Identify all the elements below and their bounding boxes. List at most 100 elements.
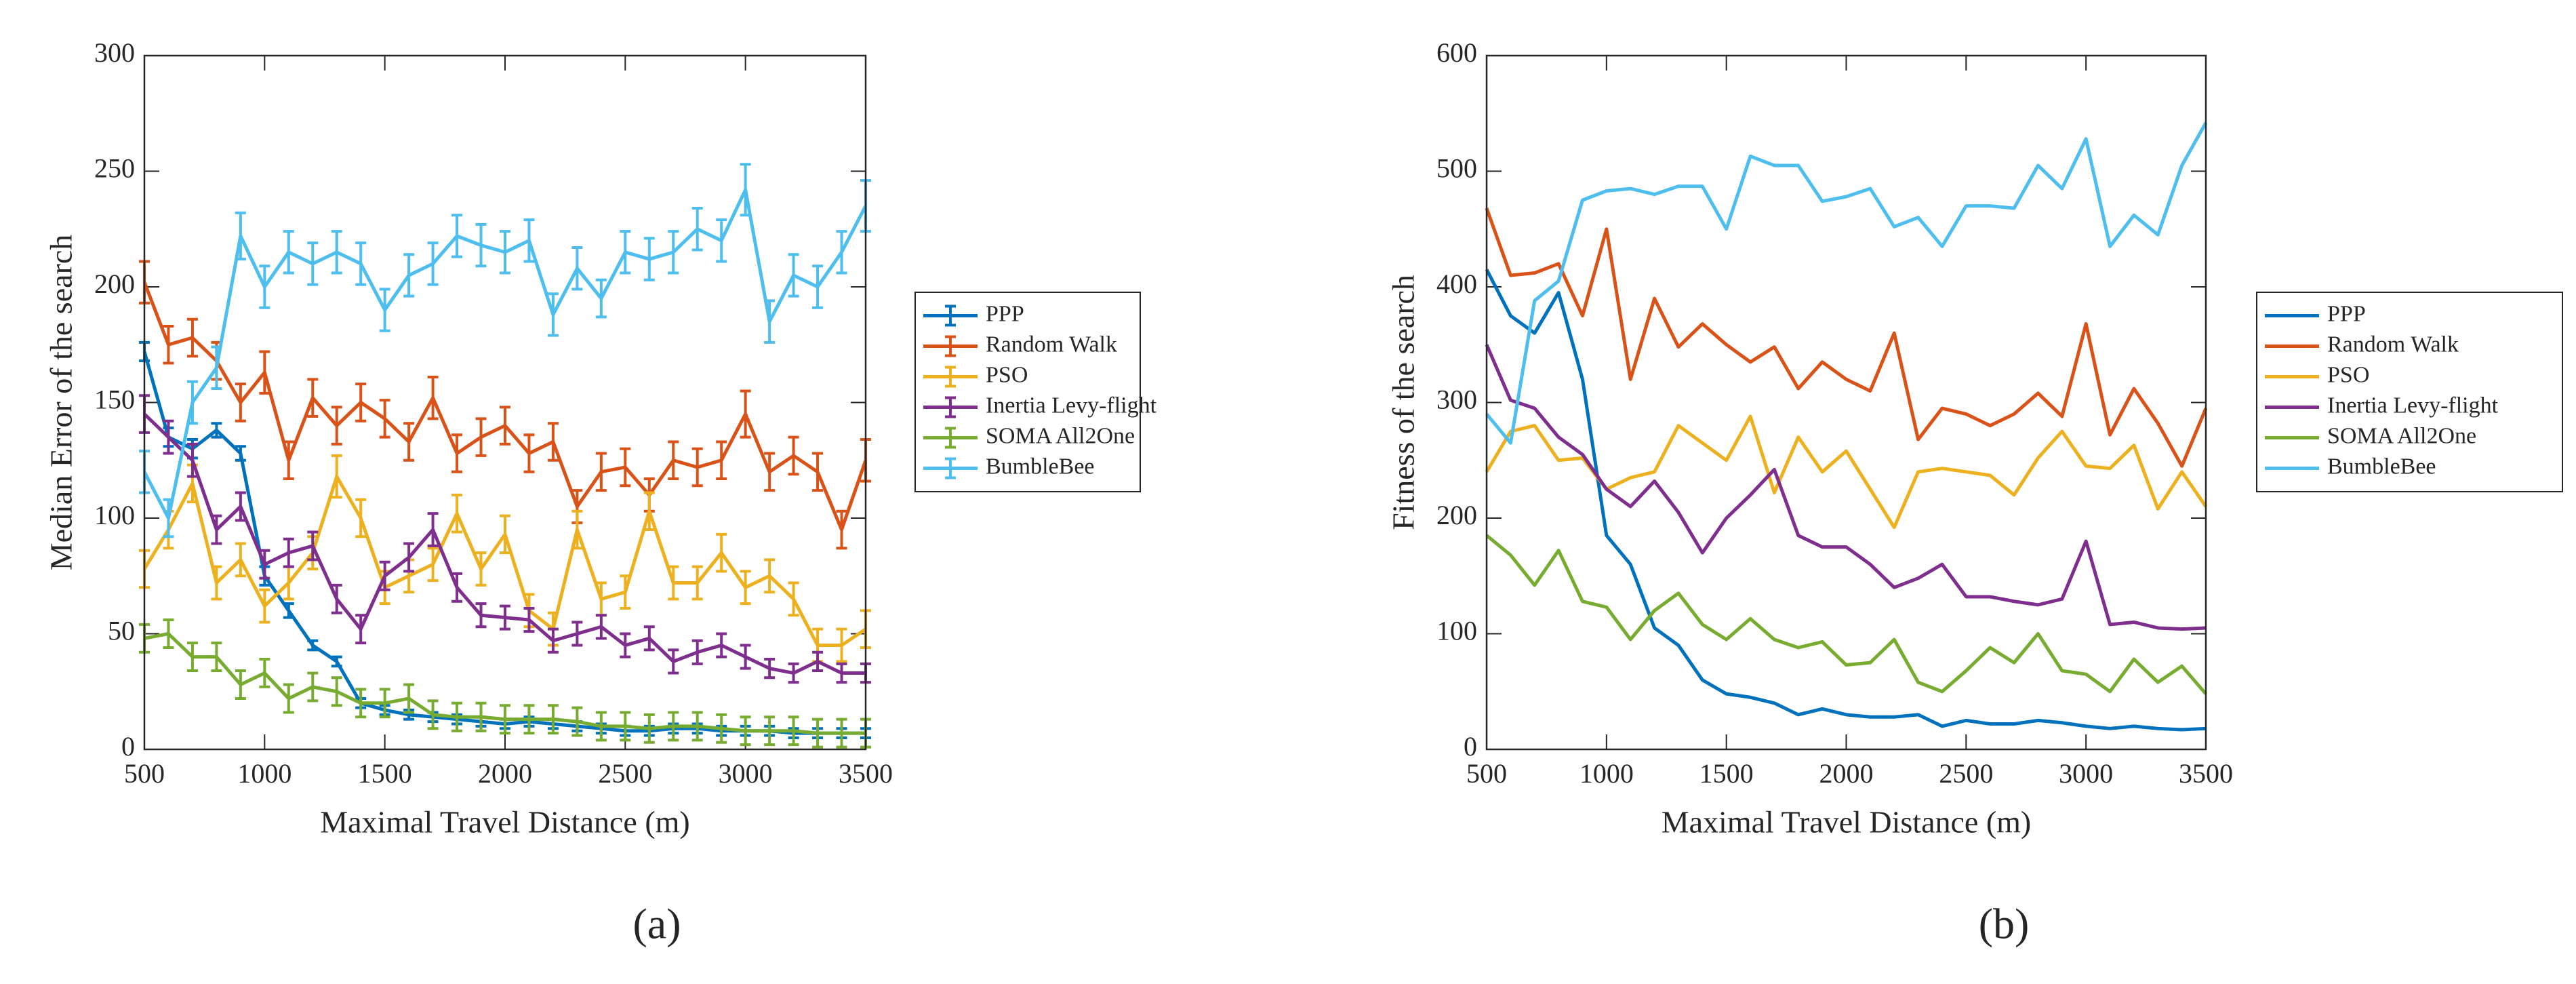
- legend-box: [2256, 292, 2563, 492]
- error-bar: [427, 699, 439, 730]
- error-bar: [235, 211, 246, 261]
- error-bar: [620, 230, 631, 275]
- error-bar: [355, 498, 367, 538]
- error-bar: [427, 375, 439, 420]
- y-tick-label: 500: [1436, 153, 1477, 184]
- y-tick-label: 600: [1436, 37, 1477, 68]
- error-bar: [331, 676, 342, 707]
- y-tick-label: 0: [1464, 731, 1477, 762]
- error-bar: [764, 452, 776, 492]
- error-bar: [595, 614, 607, 640]
- y-tick-label: 300: [1436, 385, 1477, 415]
- series-line: [1485, 269, 2207, 732]
- error-bar: [668, 440, 679, 481]
- error-bar: [235, 491, 246, 522]
- x-tick-label: 2500: [598, 758, 652, 789]
- error-bar: [643, 713, 655, 744]
- error-bar: [643, 237, 655, 281]
- error-bar: [595, 711, 607, 742]
- error-bar: [620, 711, 631, 742]
- legend-label: PPP: [986, 301, 1024, 326]
- error-bar: [643, 625, 655, 652]
- error-bar: [668, 230, 679, 275]
- error-bar: [475, 602, 487, 629]
- legend-label: SOMA All2One: [2327, 423, 2476, 448]
- x-tick-label: 500: [1466, 758, 1507, 789]
- error-bar: [163, 498, 174, 538]
- error-bar: [259, 588, 270, 624]
- error-bar: [307, 530, 319, 562]
- error-bar: [379, 688, 390, 719]
- error-bar: [475, 551, 487, 587]
- y-tick-label: 200: [94, 269, 135, 299]
- error-bar: [355, 688, 367, 719]
- x-tick-label: 3500: [2179, 758, 2233, 789]
- error-bar: [836, 509, 847, 550]
- caption: (b): [1979, 900, 2030, 948]
- x-tick-label: 3500: [839, 758, 893, 789]
- error-bar: [259, 350, 270, 395]
- error-bar: [812, 650, 824, 673]
- error-bar: [500, 514, 510, 555]
- error-bar: [500, 230, 510, 275]
- error-bar: [379, 399, 390, 439]
- error-bar: [307, 639, 319, 652]
- series-line: [1485, 344, 2207, 631]
- error-bar: [620, 632, 631, 658]
- caption: (a): [632, 900, 681, 948]
- legend-label: Inertia Levy-flight: [986, 393, 1157, 418]
- error-bar: [716, 218, 727, 263]
- error-bar: [403, 683, 415, 714]
- error-bar: [764, 299, 776, 344]
- x-tick-label: 3000: [2059, 758, 2113, 789]
- y-tick-label: 50: [108, 616, 135, 646]
- error-bar: [523, 704, 535, 735]
- error-bar: [523, 218, 535, 263]
- error-bar: [475, 417, 487, 457]
- error-bar: [307, 241, 319, 286]
- error-bar: [788, 715, 799, 747]
- error-bar: [186, 642, 198, 673]
- error-bar: [500, 406, 510, 446]
- axes-box: [1485, 54, 2207, 751]
- y-axis-label: Median Error of the search: [44, 235, 79, 571]
- legend-swatch: [945, 457, 956, 479]
- error-bar: [186, 442, 198, 478]
- series-line: [1485, 121, 2208, 445]
- error-bar: [427, 547, 439, 583]
- error-bar: [643, 491, 655, 532]
- error-bar: [788, 253, 799, 298]
- x-axis-label: Maximal Travel Distance (m): [320, 805, 690, 840]
- error-bar: [740, 389, 751, 439]
- error-bar: [235, 669, 246, 700]
- error-bar: [379, 288, 390, 332]
- x-tick-label: 2000: [478, 758, 532, 789]
- error-bar: [764, 558, 776, 594]
- error-bar: [259, 549, 270, 580]
- error-bar: [740, 644, 751, 670]
- error-bar: [451, 493, 463, 534]
- error-bar: [451, 701, 463, 732]
- legend-label: PSO: [986, 362, 1028, 387]
- error-bar: [283, 683, 294, 714]
- error-bar: [523, 433, 535, 473]
- error-bar: [812, 717, 824, 749]
- x-tick-label: 500: [124, 758, 165, 789]
- y-axis-label: Fitness of the search: [1386, 275, 1421, 530]
- error-bar: [451, 572, 463, 603]
- error-bar: [547, 704, 559, 735]
- error-bar: [668, 711, 679, 742]
- x-tick-label: 2500: [1939, 758, 1993, 789]
- legend-swatch: [945, 335, 956, 357]
- error-bar: [716, 713, 727, 744]
- error-bar: [475, 701, 487, 732]
- error-bar: [571, 706, 583, 737]
- error-bar: [716, 532, 727, 573]
- error-bar: [764, 715, 776, 747]
- error-bar: [475, 222, 487, 268]
- error-bar: [283, 440, 294, 481]
- error-bar: [403, 422, 415, 462]
- error-bar: [163, 618, 174, 649]
